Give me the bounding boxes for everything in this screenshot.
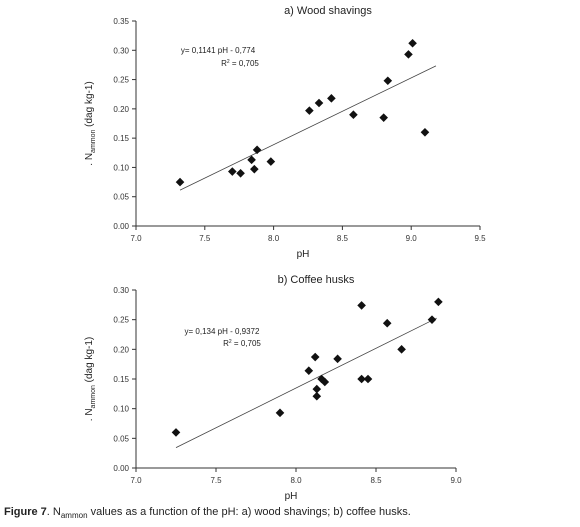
data-point	[408, 38, 417, 48]
x-tick-label: 9.0	[450, 476, 462, 485]
chart-panel-1: a) Wood shavings 0.00 0.05 0.10 0.15 0.20 0.25…	[84, 5, 486, 260]
x-axis-label: pH	[297, 249, 310, 260]
y-axis-label-unit: (dag kg-1)	[84, 81, 95, 129]
y-tick-label: 0.10	[113, 163, 129, 172]
regression-equation: y= 0,134 pH - 0,9372	[185, 327, 260, 336]
chart-title: a) Wood shavings	[284, 5, 372, 17]
y-tick-label: 0.05	[113, 193, 129, 202]
x-tick-label: 8.5	[337, 234, 349, 243]
y-tick-label: 0.35	[113, 17, 129, 26]
y-tick-label: 0.00	[113, 464, 129, 473]
data-point	[363, 374, 373, 384]
data-point	[275, 408, 285, 418]
r-squared-label: R2 = 0,705	[221, 59, 259, 68]
y-axis-label: . Nammon (dag kg-1)	[84, 81, 97, 165]
x-tick-label: 7.0	[130, 476, 142, 485]
r-squared-symbol: R	[221, 59, 227, 68]
y-tick-label: 0.00	[113, 222, 129, 231]
data-point	[434, 297, 443, 307]
y-tick-label: 0.20	[113, 105, 129, 114]
data-point	[228, 167, 237, 176]
y-tick-label: 0.25	[113, 316, 129, 325]
r-squared-value: = 0,705	[230, 59, 260, 68]
data-point	[312, 384, 322, 394]
data-point	[310, 352, 320, 362]
data-point	[427, 315, 437, 324]
data-point	[236, 168, 245, 178]
y-tick-label: 0.30	[113, 46, 129, 55]
x-tick-label: 9.0	[406, 234, 418, 243]
data-point	[379, 113, 388, 122]
x-tick-label: 7.5	[210, 476, 222, 485]
data-point	[247, 155, 256, 165]
r-squared-exponent: 2	[227, 59, 230, 65]
data-point	[357, 301, 366, 310]
regression-line	[175, 317, 437, 449]
data-point	[171, 428, 181, 437]
data-point	[320, 377, 330, 387]
y-tick-label: 0.30	[113, 286, 129, 295]
r-squared-exponent: 2	[229, 339, 232, 345]
chart-panel-2: b) Coffee husks 0.00 0.05 0.10 0.15 0.20 0.25 0…	[84, 274, 462, 502]
data-point	[333, 354, 342, 364]
data-point	[357, 374, 366, 384]
figure-caption: Figure 7. Nammon values as a function of…	[4, 506, 411, 520]
caption-post: values as a function of the pH: a) wood …	[87, 506, 411, 518]
x-tick-label: 7.5	[199, 234, 211, 243]
data-point	[252, 145, 262, 155]
x-tick-label: 8.5	[370, 476, 382, 485]
data-point	[266, 157, 276, 166]
y-tick-label: 0.15	[113, 134, 129, 143]
data-point	[397, 345, 406, 354]
data-point	[250, 164, 259, 174]
regression-line	[179, 65, 437, 191]
data-point	[305, 106, 314, 115]
r-squared-value: = 0,705	[232, 339, 262, 348]
regression-equation: y= 0,1141 pH - 0,774	[181, 46, 256, 55]
y-axis-label-main: . N	[84, 408, 95, 421]
y-axis-label-main: . N	[84, 153, 95, 166]
x-tick-label: 9.5	[474, 234, 486, 243]
x-tick-label: 7.0	[130, 234, 142, 243]
caption-sub: ammon	[60, 511, 88, 521]
y-axis-label: . Nammon (dag kg-1)	[84, 337, 97, 421]
y-tick-label: 0.20	[113, 345, 129, 354]
x-tick-label: 8.0	[268, 234, 280, 243]
y-axis-label-unit: (dag kg-1)	[84, 337, 95, 385]
data-point	[314, 98, 324, 108]
data-point	[312, 391, 322, 401]
r-squared-label: R2 = 0,705	[223, 339, 261, 348]
chart-title: b) Coffee husks	[278, 274, 355, 286]
data-point	[175, 177, 185, 187]
y-tick-label: 0.25	[113, 76, 129, 85]
data-point	[349, 110, 358, 120]
y-tick-label: 0.15	[113, 375, 129, 384]
y-axis-label-sub: ammon	[90, 130, 97, 153]
data-point	[404, 50, 413, 59]
y-tick-label: 0.05	[113, 434, 129, 443]
caption-pre: . N	[46, 506, 61, 518]
x-axis-label: pH	[285, 491, 298, 502]
y-tick-label: 0.10	[113, 405, 129, 414]
data-point	[383, 76, 393, 86]
r-squared-symbol: R	[223, 339, 229, 348]
data-point	[420, 127, 430, 137]
data-point	[304, 366, 314, 375]
y-axis-label-sub: ammon	[90, 385, 97, 408]
data-point	[382, 318, 392, 328]
x-tick-label: 8.0	[290, 476, 302, 485]
caption-label: Figure 7	[4, 506, 47, 518]
data-point	[327, 94, 336, 103]
